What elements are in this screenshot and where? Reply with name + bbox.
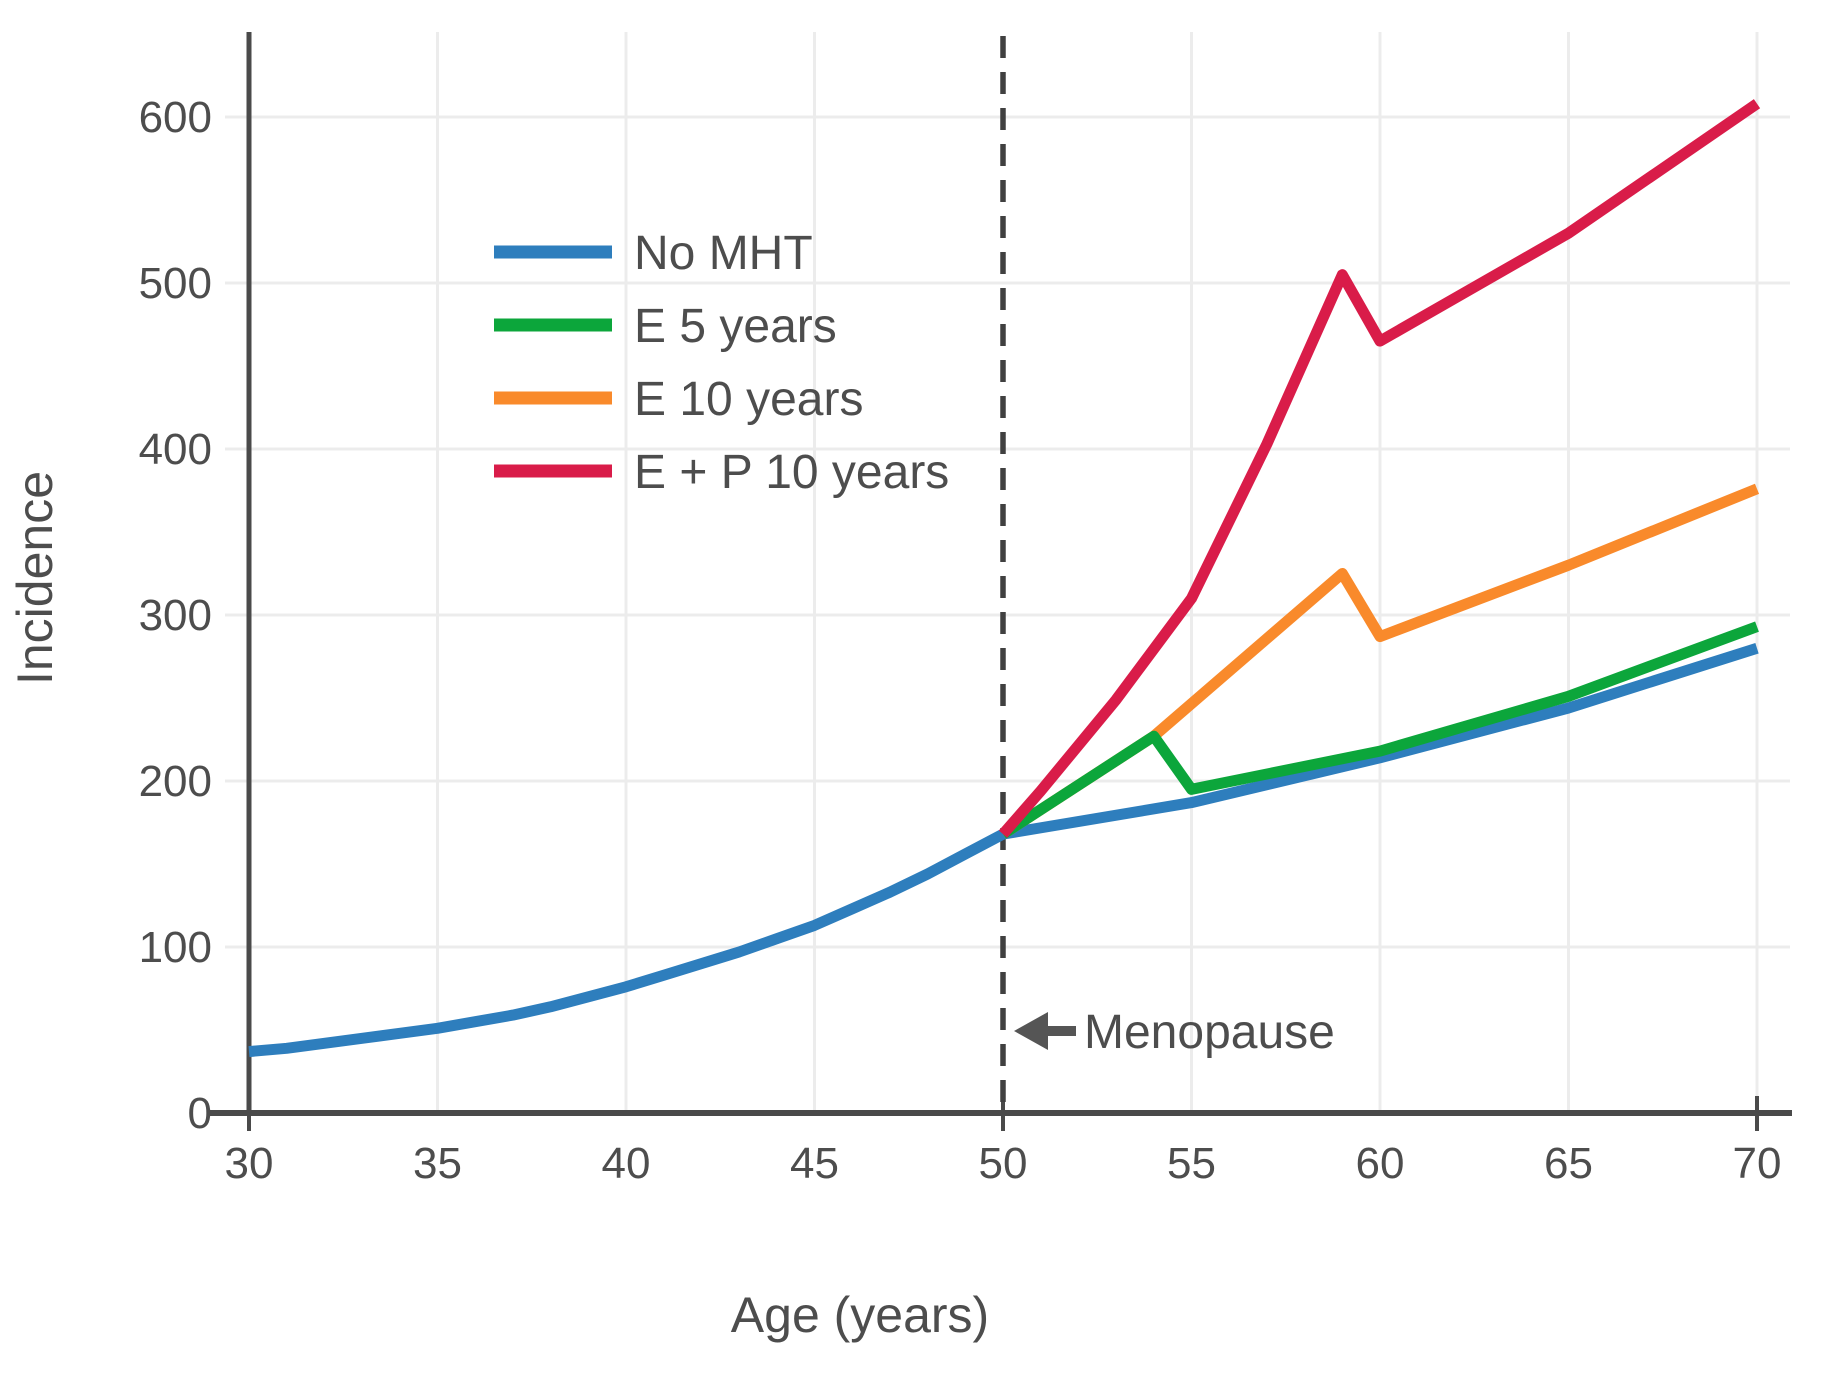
x-tick-label-55: 55 [1167,1139,1216,1188]
legend-item-ep10: E + P 10 years [494,446,949,499]
menopause-annotation: Menopause [1014,1006,1335,1059]
x-axis-title: Age (years) [731,1287,989,1343]
x-tick-label-30: 30 [225,1139,274,1188]
x-tick-label-65: 65 [1544,1139,1593,1188]
legend: No MHT E 5 years E 10 years E + P 10 yea… [494,227,949,499]
series-line-e-p-10-years [998,99,1761,838]
axis-ticks [225,115,1759,1131]
y-axis-title: Incidence [7,471,63,685]
legend-label-no-mht: No MHT [634,227,813,280]
y-tick-label-600: 600 [139,93,212,142]
arrow-left-icon [1014,1012,1048,1050]
menopause-label: Menopause [1084,1006,1335,1059]
gridlines [249,32,1790,1113]
x-tick-label-40: 40 [602,1139,651,1188]
y-tick-label-0: 0 [188,1089,212,1138]
legend-label-e5: E 5 years [634,300,837,353]
x-tick-label-70: 70 [1733,1139,1782,1188]
y-tick-label-100: 100 [139,923,212,972]
legend-item-e10: E 10 years [494,373,863,426]
x-tick-label-50: 50 [979,1139,1028,1188]
legend-item-no-mht: No MHT [494,227,813,280]
axis-tick-labels: 0 100 200 300 400 500 600 30 35 40 45 50 55 60 65 70 [139,93,1782,1188]
arrow-shaft [1044,1026,1076,1036]
legend-label-ep10: E + P 10 years [634,446,949,499]
series-line-e-5-years [1000,621,1759,839]
legend-label-e10: E 10 years [634,373,863,426]
y-tick-label-500: 500 [139,259,212,308]
x-tick-label-35: 35 [413,1139,462,1188]
y-tick-label-200: 200 [139,757,212,806]
legend-item-e5: E 5 years [494,300,837,353]
x-tick-label-60: 60 [1356,1139,1405,1188]
x-tick-label-45: 45 [790,1139,839,1188]
data-series [248,99,1761,1058]
y-tick-label-400: 400 [139,425,212,474]
y-tick-label-300: 300 [139,591,212,640]
